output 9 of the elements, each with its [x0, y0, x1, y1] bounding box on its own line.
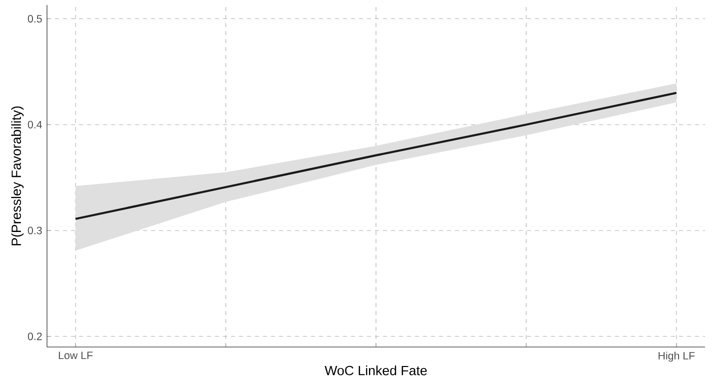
x-tick-label: High LF	[658, 352, 695, 362]
line-series	[74, 92, 678, 220]
y-tick-label: 0.5	[28, 14, 42, 23]
x-axis-title: WoC Linked Fate	[324, 365, 427, 376]
y-tick-label: 0.4	[28, 120, 42, 128]
y-tick-label: 0.3	[28, 226, 42, 234]
y-axis-title: P(Pressley Favorability)	[11, 106, 24, 246]
x-tick-label: Low LF	[58, 352, 93, 360]
y-tick-label: 0.2	[28, 332, 42, 340]
